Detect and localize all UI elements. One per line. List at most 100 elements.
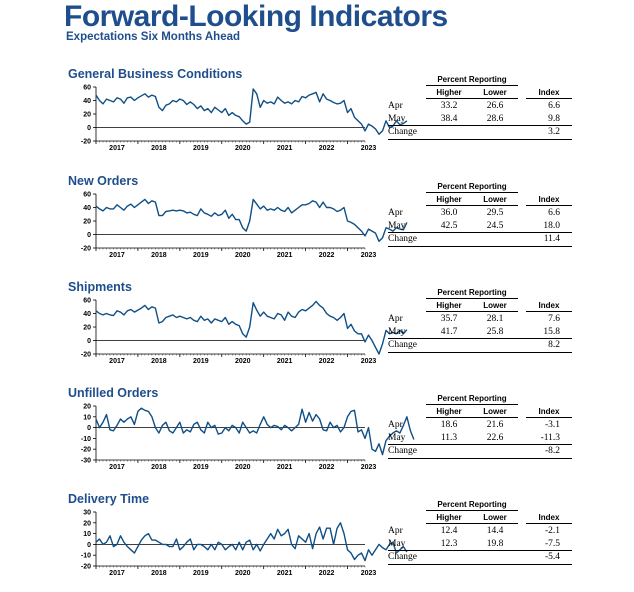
lower-value: 21.6 [486, 420, 504, 430]
chart-title: Delivery Time [68, 492, 150, 506]
change-label: Change [388, 340, 418, 350]
table-divider [388, 232, 572, 233]
line-chart: -20 -10 0 10 20 30 2017 2018 2019 2020 2021 2022 202… [81, 510, 408, 577]
x-tick-label: 2019 [193, 570, 209, 577]
higher-value: 12.3 [440, 539, 458, 549]
y-tick-label: 20 [83, 325, 91, 332]
y-tick-label: 0 [87, 232, 91, 239]
lower-value: 22.6 [486, 433, 504, 443]
chart-panel: General Business Conditions -20 0 20 40 60 201… [0, 67, 634, 167]
higher-header: Higher [426, 88, 472, 99]
x-tick-label: 2023 [361, 464, 377, 471]
chart-title: Shipments [68, 280, 132, 294]
higher-value: 12.4 [440, 526, 458, 536]
line-chart: -20 0 20 40 60 2017 2018 2019 2020 2021 2022 2023 [81, 85, 408, 152]
higher-value: 36.0 [440, 208, 458, 218]
x-tick-label: 2022 [319, 570, 335, 577]
month-label: Apr [388, 314, 403, 324]
y-tick-label: 30 [83, 510, 91, 517]
index-header: Index [526, 513, 572, 524]
table-divider [388, 564, 572, 565]
y-tick-label: 40 [83, 205, 91, 212]
x-tick-label: 2020 [235, 145, 251, 152]
x-tick-label: 2019 [193, 145, 209, 152]
x-tick-label: 2020 [235, 252, 251, 259]
month-label: Apr [388, 208, 403, 218]
percent-reporting-header: Percent Reporting [426, 182, 518, 193]
y-tick-label: 0 [87, 125, 91, 132]
y-tick-label: 10 [83, 414, 91, 421]
lower-value: 14.4 [486, 526, 504, 536]
index-value: 15.8 [543, 327, 560, 337]
index-value: -7.5 [544, 539, 560, 549]
chart-title: Unfilled Orders [68, 386, 159, 400]
change-label: Change [388, 446, 418, 456]
lower-header: Lower [472, 513, 518, 524]
chart-panel: Shipments -20 0 20 40 60 2017 2018 2019 2020 2021 2… [0, 280, 634, 380]
x-tick-label: 2018 [151, 464, 167, 471]
series-line [95, 198, 408, 243]
index-value: 6.6 [548, 208, 560, 218]
x-tick-label: 2023 [361, 145, 377, 152]
y-tick-label: -20 [81, 447, 91, 454]
change-value: 3.2 [548, 127, 560, 137]
series-line [95, 300, 408, 355]
lower-value: 19.8 [486, 539, 504, 549]
y-tick-label: -10 [81, 436, 91, 443]
y-tick-label: 0 [87, 338, 91, 345]
table-divider [388, 139, 572, 140]
change-value: -8.2 [544, 446, 560, 456]
table-divider [388, 550, 572, 551]
y-tick-label: 20 [83, 112, 91, 119]
x-tick-label: 2023 [361, 570, 377, 577]
x-tick-label: 2021 [277, 358, 293, 365]
x-tick-label: 2021 [277, 464, 293, 471]
x-tick-label: 2017 [109, 145, 125, 152]
series-line [95, 407, 415, 456]
y-tick-label: 20 [83, 219, 91, 226]
chart-title: General Business Conditions [68, 67, 243, 81]
x-tick-label: 2019 [193, 252, 209, 259]
line-chart: -30 -20 -10 0 10 20 2017 2018 2019 2020 2021 2022 20… [81, 404, 415, 471]
index-header: Index [526, 301, 572, 312]
table-divider [388, 338, 572, 339]
x-tick-label: 2019 [193, 358, 209, 365]
higher-value: 11.3 [440, 433, 458, 443]
lower-header: Lower [472, 88, 518, 99]
x-tick-label: 2022 [319, 358, 335, 365]
series-line [95, 88, 408, 136]
change-label: Change [388, 234, 418, 244]
x-tick-label: 2023 [361, 358, 377, 365]
x-tick-label: 2022 [319, 252, 335, 259]
table-divider [388, 458, 572, 459]
higher-header: Higher [426, 407, 472, 418]
x-tick-label: 2018 [151, 145, 167, 152]
y-tick-label: 60 [83, 298, 91, 305]
y-tick-label: -20 [81, 139, 91, 146]
x-tick-label: 2017 [109, 252, 125, 259]
y-tick-label: 40 [83, 311, 91, 318]
change-value: -5.4 [544, 552, 560, 562]
higher-value: 18.6 [440, 420, 458, 430]
lower-value: 26.6 [486, 101, 504, 111]
percent-reporting-header: Percent Reporting [426, 75, 518, 86]
month-label: May [388, 539, 406, 549]
month-label: Apr [388, 526, 403, 536]
higher-value: 33.2 [440, 101, 458, 111]
y-tick-label: -10 [81, 553, 91, 560]
x-tick-label: 2018 [151, 570, 167, 577]
higher-header: Higher [426, 513, 472, 524]
month-label: May [388, 114, 406, 124]
change-value: 11.4 [543, 234, 560, 244]
chart-panel: Delivery Time -20 -10 0 10 20 30 2017 2018 2019 20… [0, 492, 634, 592]
higher-value: 35.7 [440, 314, 458, 324]
y-tick-label: -20 [81, 564, 91, 571]
index-value: 7.6 [548, 314, 560, 324]
page-subtitle: Expectations Six Months Ahead [66, 31, 241, 43]
lower-value: 25.8 [486, 327, 504, 337]
lower-header: Lower [472, 301, 518, 312]
index-value: 18.0 [543, 221, 560, 231]
line-chart: -20 0 20 40 60 2017 2018 2019 2020 2021 2022 2023 [81, 192, 408, 259]
month-label: May [388, 433, 406, 443]
change-label: Change [388, 552, 418, 562]
